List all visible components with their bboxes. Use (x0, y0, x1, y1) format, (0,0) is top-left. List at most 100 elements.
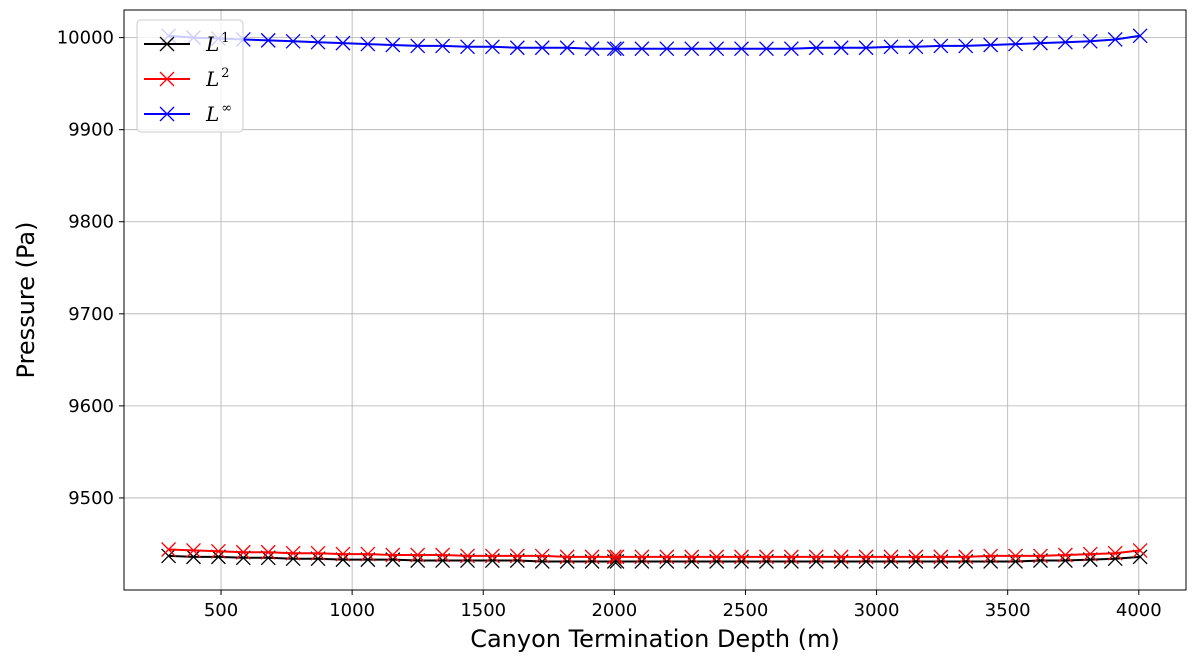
grid (124, 10, 1186, 590)
data-point (235, 544, 251, 560)
data-point (310, 34, 326, 50)
data-point (734, 549, 749, 565)
data-point (659, 549, 675, 565)
x-tick-label: 3500 (985, 600, 1031, 621)
data-point (606, 549, 622, 565)
data-point (983, 37, 999, 53)
data-point (385, 547, 401, 563)
data-point (1107, 32, 1123, 47)
data-point (335, 35, 351, 51)
data-point (360, 36, 376, 52)
data-point (210, 543, 226, 559)
data-point (709, 41, 725, 57)
x-tick-label: 2000 (591, 600, 637, 621)
y-tick-label: 9700 (68, 304, 114, 325)
data-point (435, 38, 451, 54)
data-point (808, 549, 824, 565)
data-point (833, 549, 849, 565)
data-point (1033, 548, 1048, 564)
plot-frame (123, 9, 1187, 591)
data-point (460, 39, 475, 55)
data-point (1082, 546, 1098, 562)
y-tick-label: 9800 (68, 212, 114, 233)
data-point (1008, 36, 1024, 52)
data-point (559, 549, 575, 565)
data-point (509, 40, 525, 56)
data-point (634, 549, 650, 565)
data-point (260, 32, 276, 48)
data-point (186, 549, 201, 565)
data-point (161, 542, 177, 557)
data-point (534, 548, 550, 564)
data-point (933, 549, 949, 565)
x-tick-label: 1500 (460, 600, 506, 621)
data-point (783, 549, 799, 565)
data-point (584, 549, 600, 565)
data-point (484, 39, 500, 55)
data-point (883, 39, 899, 55)
data-point (858, 40, 874, 56)
data-point (161, 548, 177, 564)
legend-entry-3: L ∞ (144, 101, 232, 126)
data-point (1132, 549, 1148, 565)
legend-marker (159, 36, 175, 52)
y-tick-label: 9900 (68, 120, 114, 141)
data-point (609, 549, 625, 565)
data-point (460, 548, 475, 564)
data-point (709, 549, 725, 565)
y-axis-label: Pressure (Pa) (12, 222, 40, 379)
data-point (958, 549, 974, 565)
data-point (958, 38, 974, 54)
data-point (509, 548, 525, 564)
data-point (435, 547, 451, 563)
data-point (1057, 34, 1073, 50)
data-point (360, 546, 376, 562)
data-point (584, 41, 600, 57)
data-point (606, 41, 622, 57)
data-point (634, 41, 650, 57)
data-point (410, 547, 426, 563)
x-tick-label: 500 (204, 600, 238, 621)
data-point (1008, 548, 1024, 564)
legend-marker (159, 71, 175, 87)
legend: L 1 L 2 L ∞ (136, 19, 244, 133)
data-point (783, 41, 799, 57)
data-point (260, 544, 276, 560)
x-tick-label: 1000 (329, 600, 375, 621)
x-tick-label: 4000 (1116, 600, 1162, 621)
data-point (758, 549, 774, 565)
data-point (684, 41, 700, 57)
data-point (858, 549, 874, 565)
data-point (484, 548, 500, 564)
y-tick-label: 10000 (57, 28, 114, 49)
data-point (684, 549, 700, 565)
data-point (833, 40, 849, 56)
series-3 (161, 28, 1148, 57)
data-point (186, 542, 201, 558)
data-point (310, 545, 326, 561)
data-point (908, 39, 924, 55)
data-point (933, 38, 949, 54)
data-point (385, 37, 401, 53)
data-point (659, 41, 675, 57)
data-point (335, 546, 351, 562)
data-point (609, 41, 625, 57)
x-axis-label: Canyon Termination Depth (m) (470, 625, 840, 653)
y-tick-label: 9600 (68, 396, 114, 417)
data-point (1132, 28, 1148, 44)
legend-marker (159, 106, 175, 122)
data-point (285, 545, 301, 561)
data-point (983, 548, 999, 564)
data-point (1107, 545, 1123, 561)
legend-label: L ∞ (205, 101, 232, 126)
data-point (1033, 35, 1048, 51)
data-point (1082, 33, 1098, 49)
data-point (808, 40, 824, 56)
data-point (534, 40, 550, 56)
data-point (1057, 547, 1073, 563)
ticks: 500 1000 1500 2000 2500 3000 3500 4000 9500 9600 9… (57, 28, 1162, 621)
